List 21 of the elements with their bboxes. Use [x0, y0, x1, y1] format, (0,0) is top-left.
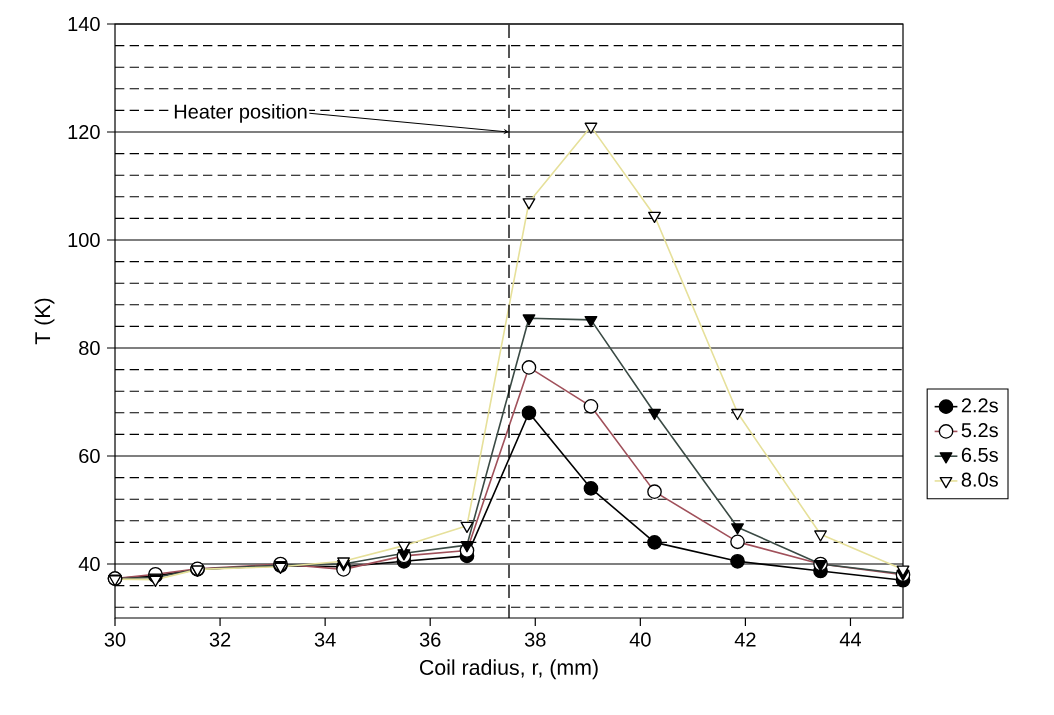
- y-tick-label: 100: [68, 232, 100, 248]
- legend-label: 6.5s: [961, 447, 998, 462]
- annotation: Heater position: [174, 104, 307, 123]
- y-tick-label: 120: [68, 124, 100, 140]
- x-tick-label: 40: [629, 632, 651, 647]
- x-tick-label: 34: [314, 632, 336, 647]
- y-tick-label: 140: [68, 16, 100, 32]
- legend-label: 8.0s: [961, 472, 998, 487]
- x-tick-label: 30: [104, 632, 126, 647]
- x-tick-label: 36: [419, 632, 441, 647]
- y-axis-title: T (K): [34, 298, 55, 345]
- y-tick-label: 80: [79, 340, 100, 356]
- x-tick-label: 44: [839, 632, 862, 647]
- y-tick-label: 60: [79, 448, 100, 464]
- legend-label: 2.2s: [961, 398, 998, 413]
- x-tick-label: 32: [209, 632, 231, 647]
- x-tick-label: 42: [734, 632, 756, 647]
- x-tick-label: 38: [524, 632, 546, 647]
- legend-label: 5.2s: [961, 423, 998, 438]
- y-tick-label: 40: [78, 556, 100, 572]
- x-axis-title: Coil radius, r, (mm): [420, 659, 598, 680]
